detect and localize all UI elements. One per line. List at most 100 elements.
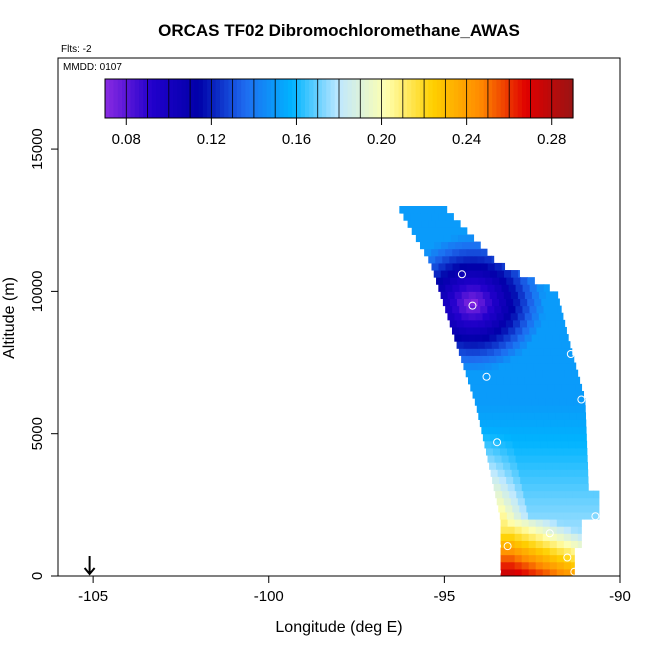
heatmap-cell	[582, 504, 591, 513]
y-tick-label: 10000	[29, 271, 46, 313]
heatmap-cell	[493, 419, 502, 428]
heatmap-cell	[548, 319, 556, 328]
heatmap-cell	[436, 234, 445, 243]
heatmap-cell	[568, 405, 576, 413]
heatmap-cell	[477, 255, 485, 264]
heatmap-cell	[538, 376, 546, 385]
colorbar-segment	[249, 79, 255, 118]
heatmap-cell	[431, 248, 439, 257]
heatmap-cell	[558, 490, 566, 499]
heatmap-cell	[463, 298, 472, 307]
colorbar-segment	[530, 79, 536, 118]
heatmap-cell	[569, 476, 577, 484]
heatmap-cell	[501, 348, 509, 356]
heatmap-cell	[531, 376, 539, 385]
heatmap-cell	[549, 561, 558, 570]
colorbar-segment	[164, 79, 170, 118]
colorbar-segment	[275, 79, 281, 118]
heatmap-cell	[542, 533, 551, 541]
colorbar-segment	[122, 79, 127, 118]
colorbar-segment	[445, 79, 451, 118]
heatmap-cell	[504, 469, 513, 477]
colorbar-segment	[156, 79, 161, 118]
heatmap-cell	[531, 398, 539, 406]
colorbar-segment	[296, 79, 302, 118]
heatmap-cell	[552, 334, 561, 342]
heatmap-cell	[534, 412, 543, 420]
heatmap-cell	[436, 277, 444, 285]
heatmap-cell	[456, 341, 465, 349]
heatmap-cell	[526, 504, 534, 513]
heatmap-cell	[495, 398, 504, 406]
heatmap-cell	[559, 312, 564, 321]
sample-point	[489, 503, 498, 512]
heatmap-cell	[516, 426, 525, 435]
heatmap-cell	[514, 391, 523, 399]
heatmap-cell	[512, 341, 521, 349]
heatmap-cell	[515, 455, 524, 463]
heatmap-cell	[498, 440, 507, 449]
heatmap-cell	[482, 433, 491, 442]
colorbar-segment	[211, 79, 217, 118]
home-arrow	[83, 556, 96, 576]
heatmap-cell	[580, 398, 586, 406]
heatmap-cell	[497, 405, 506, 413]
heatmap-cell	[441, 206, 448, 214]
heatmap-cell	[535, 483, 544, 492]
heatmap-cell	[507, 483, 516, 492]
heatmap-cell	[480, 248, 488, 257]
heatmap-cell	[484, 319, 493, 328]
colorbar-segment	[407, 79, 412, 118]
colorbar-segment	[377, 79, 383, 118]
sample-point	[566, 350, 575, 358]
heatmap-cell	[533, 341, 542, 349]
heatmap-cell	[501, 284, 510, 292]
heatmap-cell	[562, 476, 570, 484]
heatmap-cell	[515, 284, 524, 292]
heatmap-cell	[581, 433, 587, 442]
heatmap-cell	[508, 284, 517, 292]
heatmap-cell	[563, 547, 572, 556]
heatmap-cell	[486, 419, 495, 428]
heatmap-cell	[570, 540, 579, 549]
sample-point	[493, 567, 502, 576]
heatmap-cell	[456, 220, 461, 228]
heatmap-cell	[553, 433, 561, 442]
heatmap-cell	[563, 561, 572, 570]
heatmap-cell	[410, 213, 419, 221]
heatmap-cell	[507, 547, 516, 556]
heatmap-cell	[476, 405, 485, 413]
heatmap-cell	[527, 511, 536, 520]
heatmap-cell	[563, 568, 572, 577]
heatmap-cell	[563, 519, 572, 527]
heatmap-cell	[547, 383, 556, 392]
heatmap-cell	[463, 255, 471, 264]
heatmap-cell	[527, 277, 535, 285]
heatmap-cell	[491, 362, 500, 371]
heatmap-cell	[511, 270, 519, 278]
heatmap-cell	[548, 412, 557, 420]
heatmap-cell	[555, 298, 560, 307]
heatmap-cell	[449, 319, 458, 328]
heatmap-cell	[475, 312, 484, 321]
heatmap-cell	[475, 291, 484, 299]
heatmap-cell	[595, 497, 600, 506]
heatmap-cell	[532, 405, 541, 413]
heatmap-cell	[593, 490, 600, 499]
heatmap-cell	[578, 455, 587, 463]
heatmap-cell	[500, 547, 509, 556]
heatmap-cell	[522, 284, 531, 292]
heatmap-cell	[570, 511, 578, 520]
heatmap-cell	[500, 483, 509, 492]
heatmap-cell	[466, 262, 475, 271]
heatmap-cell	[461, 355, 469, 364]
heatmap-cell	[521, 561, 530, 570]
heatmap-cell	[485, 412, 493, 420]
heatmap-cell	[545, 355, 553, 364]
heatmap-cell	[450, 277, 458, 285]
colorbar-segment	[185, 79, 191, 118]
heatmap-cell	[539, 433, 547, 442]
heatmap-cell	[577, 391, 585, 399]
heatmap-cell	[472, 348, 481, 356]
heatmap-cell	[556, 511, 564, 520]
